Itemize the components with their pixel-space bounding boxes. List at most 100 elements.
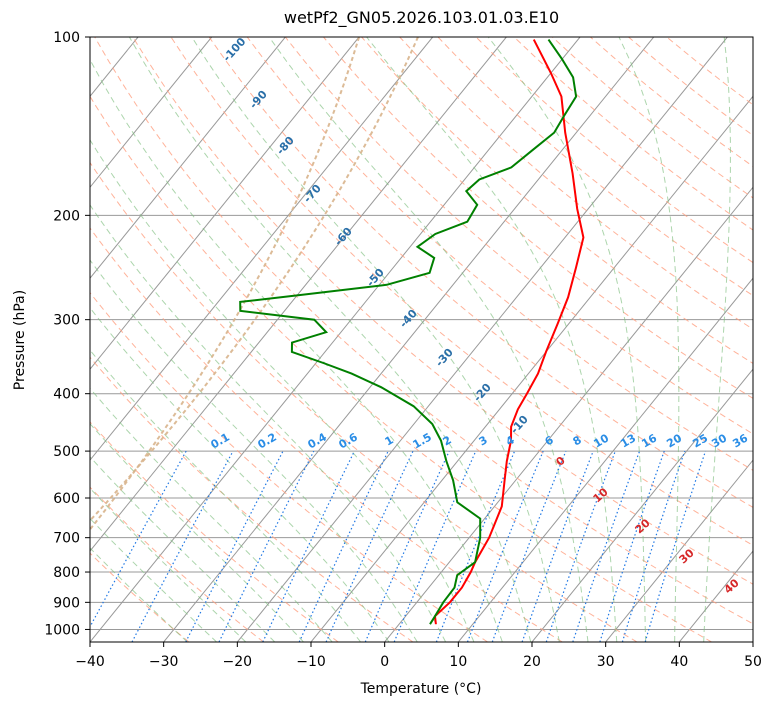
moist-adiabat-line bbox=[90, 204, 447, 642]
x-tick-label: 10 bbox=[449, 654, 467, 670]
dry-adiabat-label: -70 bbox=[301, 182, 324, 206]
isotherm-line bbox=[236, 37, 728, 642]
moist-adiabat-label: 30 bbox=[677, 546, 697, 566]
y-axis-title: Pressure (hPa) bbox=[12, 290, 28, 390]
mixing-ratio-label: 8 bbox=[571, 433, 584, 448]
isotherm-line bbox=[384, 186, 753, 642]
mixing-ratio-line bbox=[466, 450, 544, 642]
moist-adiabat-line bbox=[90, 306, 390, 642]
moist-adiabat-line bbox=[703, 37, 731, 642]
mixing-ratio-line bbox=[325, 450, 414, 642]
y-tick-label: 400 bbox=[53, 387, 80, 403]
y-tick-label: 100 bbox=[53, 30, 80, 46]
x-axis-title: Temperature (°C) bbox=[360, 681, 482, 697]
y-tick-label: 300 bbox=[53, 313, 80, 329]
x-tick-label: 50 bbox=[744, 654, 762, 670]
mixing-ratio-line bbox=[621, 450, 686, 642]
chart-title: wetPf2_GN05.2026.103.01.03.E10 bbox=[283, 8, 560, 27]
moist-adiabat-line bbox=[90, 517, 217, 642]
temperature-profile-line bbox=[433, 39, 585, 625]
y-tick-label: 800 bbox=[53, 565, 80, 581]
moist-adiabat-line bbox=[90, 487, 247, 642]
x-tick-label: −20 bbox=[223, 654, 253, 670]
mixing-ratio-line bbox=[572, 450, 641, 642]
reference-dashed-curve bbox=[90, 37, 419, 523]
mixing-ratio-line bbox=[599, 450, 665, 642]
moist-adiabat-line bbox=[90, 387, 333, 642]
dry-adiabat-label: -90 bbox=[247, 88, 270, 112]
mixing-ratio-label: 36 bbox=[730, 431, 750, 450]
mixing-ratio-label: 0.4 bbox=[306, 430, 330, 451]
moist-adiabat-label: 40 bbox=[722, 576, 742, 596]
y-tick-label: 900 bbox=[53, 595, 80, 611]
dry-adiabat-line bbox=[90, 421, 339, 642]
moist-adiabat-line bbox=[90, 259, 418, 642]
mixing-ratio-label: 1.5 bbox=[411, 430, 434, 451]
dry-adiabat-line bbox=[132, 37, 753, 585]
dewpoint-profile-line bbox=[239, 39, 578, 625]
x-tick-label: −30 bbox=[149, 654, 179, 670]
moist-adiabat-line bbox=[487, 37, 647, 642]
dry-adiabat-line bbox=[513, 37, 753, 231]
mixing-ratio-label: 16 bbox=[639, 431, 659, 450]
y-tick-label: 200 bbox=[53, 208, 80, 224]
y-axis: 1000 900 800 700 600 500 400 300 200 100 bbox=[44, 30, 90, 638]
isotherm-line bbox=[0, 37, 64, 642]
x-tick-label: 0 bbox=[380, 654, 389, 670]
dry-adiabat-line bbox=[90, 291, 488, 642]
moist-adiabat-line bbox=[268, 37, 589, 642]
y-tick-label: 700 bbox=[53, 531, 80, 547]
mixing-ratio-line bbox=[644, 450, 707, 642]
y-tick-label: 500 bbox=[53, 444, 80, 460]
moist-adiabat-line bbox=[90, 349, 361, 642]
moist-adiabat-line bbox=[90, 138, 475, 642]
x-tick-label: 40 bbox=[670, 654, 688, 670]
dry-adiabat-label: -20 bbox=[471, 381, 494, 405]
moist-adiabat-line bbox=[366, 37, 618, 642]
dry-adiabat-line bbox=[246, 37, 753, 471]
isotherm-line bbox=[605, 459, 753, 642]
mixing-ratio-line bbox=[521, 450, 594, 642]
dry-adiabat-label: -30 bbox=[433, 346, 456, 370]
mixing-ratio-label: 30 bbox=[709, 431, 729, 450]
dry-adiabat-label: -100 bbox=[220, 35, 248, 64]
moist-adiabat-line bbox=[618, 37, 680, 642]
x-tick-label: −40 bbox=[75, 654, 105, 670]
mixing-ratio-line bbox=[185, 450, 284, 642]
mixing-ratio-line bbox=[491, 450, 567, 642]
mixing-ratio-label: 0.6 bbox=[337, 430, 361, 451]
mixing-ratio-label: 4 bbox=[504, 433, 517, 448]
mixing-ratio-label: 0.1 bbox=[209, 430, 232, 451]
dry-adiabat-line bbox=[399, 37, 753, 330]
mixing-ratio-label: 3 bbox=[477, 433, 490, 448]
isotherm-line bbox=[90, 37, 360, 370]
isotherm-line bbox=[90, 37, 434, 461]
dry-adiabat-line bbox=[90, 95, 712, 642]
isotherm-line bbox=[90, 37, 286, 280]
mixing-ratio-label: 20 bbox=[664, 431, 684, 450]
isotherm-line bbox=[163, 37, 655, 642]
mixing-ratio-line bbox=[131, 450, 234, 642]
x-axis: −40 −30 −20 −10 0 10 20 30 40 50 bbox=[75, 642, 762, 670]
dry-adiabat-line bbox=[551, 37, 753, 199]
dry-adiabat-line bbox=[208, 37, 753, 508]
moist-adiabat-line bbox=[90, 456, 276, 642]
dry-adiabat-line bbox=[90, 227, 563, 642]
mixing-ratio-line bbox=[298, 450, 389, 642]
data-series bbox=[239, 39, 585, 625]
dry-adiabat-label: -40 bbox=[397, 307, 420, 331]
mixing-ratio-line bbox=[545, 450, 616, 642]
mixing-ratio-line bbox=[90, 450, 187, 629]
mixing-ratio-line bbox=[364, 450, 450, 642]
isotherm-line bbox=[90, 37, 213, 189]
isotherm-line bbox=[752, 641, 753, 642]
background-lines bbox=[0, 37, 753, 642]
moist-adiabat-label: 20 bbox=[633, 516, 653, 536]
dry-adiabat-line bbox=[90, 356, 414, 642]
x-tick-label: −10 bbox=[296, 654, 326, 670]
mixing-ratio-line bbox=[435, 450, 516, 642]
dry-adiabat-line bbox=[170, 37, 753, 546]
mixing-ratio-label: 25 bbox=[690, 432, 710, 451]
plot-frame bbox=[89, 36, 754, 643]
